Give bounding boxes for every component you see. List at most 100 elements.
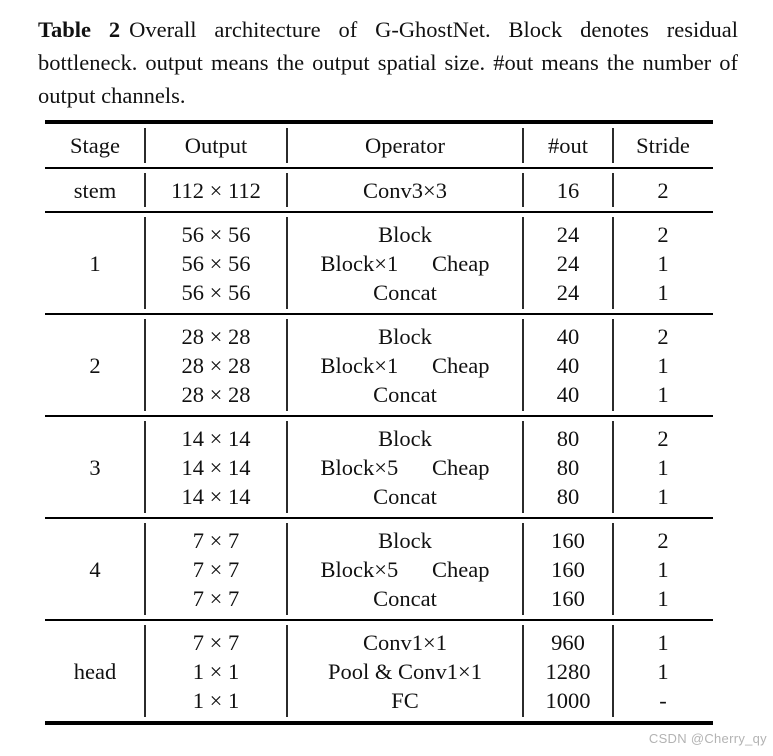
cell-output: 14 × 14	[181, 454, 251, 480]
column-divider	[522, 625, 524, 717]
column-divider	[286, 217, 288, 309]
column-divider	[612, 173, 614, 207]
table-group-head: head 7 × 7 Conv1×1 960 1 1 × 1 Pool & Conv1×1 1…	[45, 619, 713, 721]
cell-out: 24	[556, 250, 580, 276]
cell-output: 56 × 56	[181, 279, 251, 305]
table-group-4: 4 7 × 7 Block 160 2 7 × 7 Block×5 Cheap 160 1 7 ×…	[45, 517, 713, 619]
cell-out: 960	[551, 629, 585, 655]
cell-operator: Concat	[373, 279, 437, 305]
column-divider	[522, 523, 524, 615]
cell-operator: Concat	[373, 381, 437, 407]
caption-label: Table 2	[38, 17, 121, 42]
stage-label: stem	[73, 177, 117, 203]
cell-stride: 1	[657, 658, 669, 684]
cell-output: 7 × 7	[192, 556, 240, 582]
table-header-row: Stage Output Operator #out Stride	[45, 124, 713, 167]
column-divider	[144, 319, 146, 411]
column-divider	[286, 421, 288, 513]
cell-operator: Block	[378, 425, 432, 451]
cell-stride: -	[659, 687, 667, 713]
column-divider	[144, 523, 146, 615]
cell-output: 14 × 14	[181, 425, 251, 451]
column-header-operator: Operator	[365, 133, 445, 158]
table-group-3: 3 14 × 14 Block 80 2 14 × 14 Block×5 Cheap 80 1 1…	[45, 415, 713, 517]
cell-stride: 1	[657, 352, 669, 378]
cell-stride: 2	[657, 177, 669, 203]
column-divider	[522, 217, 524, 309]
cell-output: 28 × 28	[181, 323, 251, 349]
cell-operator: Conv1×1	[363, 629, 447, 655]
cell-out: 160	[551, 527, 585, 553]
cell-out: 24	[556, 279, 580, 305]
cell-operator: Conv3×3	[363, 177, 447, 203]
architecture-table: Stage Output Operator #out Stride stem 11…	[45, 120, 713, 725]
stage-label: 3	[89, 454, 101, 480]
cell-stride: 1	[657, 556, 669, 582]
cell-stride: 1	[657, 381, 669, 407]
table-group-stem: stem 112 × 112 Conv3×3 16 2	[45, 167, 713, 211]
cell-out: 160	[551, 556, 585, 582]
column-divider	[144, 625, 146, 717]
column-divider	[612, 523, 614, 615]
cell-out: 24	[556, 221, 580, 247]
column-divider	[522, 128, 524, 163]
cell-out: 1280	[545, 658, 591, 684]
stage-label: head	[73, 658, 117, 684]
caption-text: Overall architecture of G-GhostNet. Bloc…	[38, 17, 738, 108]
cell-out: 40	[556, 381, 580, 407]
column-header-output: Output	[184, 133, 248, 158]
cell-output: 56 × 56	[181, 250, 251, 276]
cell-operator: Block×1 Cheap	[320, 352, 490, 378]
column-divider	[612, 217, 614, 309]
cell-output: 14 × 14	[181, 483, 251, 509]
table-caption: Table 2 Overall architecture of G-GhostNe…	[38, 13, 738, 112]
cell-output: 1 × 1	[192, 687, 240, 713]
stage-label: 1	[89, 250, 101, 276]
cell-output: 28 × 28	[181, 352, 251, 378]
cell-stride: 1	[657, 483, 669, 509]
cell-output: 7 × 7	[192, 585, 240, 611]
column-divider	[612, 319, 614, 411]
cell-stride: 2	[657, 425, 669, 451]
column-divider	[144, 217, 146, 309]
cell-operator: Concat	[373, 585, 437, 611]
column-divider	[286, 128, 288, 163]
column-divider	[286, 173, 288, 207]
cell-out: 80	[556, 425, 580, 451]
cell-operator: Block	[378, 323, 432, 349]
cell-stride: 2	[657, 323, 669, 349]
column-header-out: #out	[547, 133, 588, 158]
cell-output: 7 × 7	[192, 527, 240, 553]
cell-out: 16	[556, 177, 580, 203]
column-divider	[286, 523, 288, 615]
cell-output: 56 × 56	[181, 221, 251, 247]
cell-operator: Block×5 Cheap	[320, 454, 490, 480]
cell-out: 40	[556, 352, 580, 378]
cell-stride: 2	[657, 221, 669, 247]
table-group-2: 2 28 × 28 Block 40 2 28 × 28 Block×1 Cheap 40 1 2…	[45, 313, 713, 415]
cell-output: 1 × 1	[192, 658, 240, 684]
watermark: CSDN @Cherry_qy	[648, 731, 767, 746]
cell-output: 7 × 7	[192, 629, 240, 655]
cell-output: 28 × 28	[181, 381, 251, 407]
cell-operator: Block	[378, 221, 432, 247]
cell-out: 80	[556, 454, 580, 480]
cell-out: 40	[556, 323, 580, 349]
stage-label: 2	[89, 352, 101, 378]
table-group-1: 1 56 × 56 Block 24 2 56 × 56 Block×1 Cheap 24 1 5…	[45, 211, 713, 313]
column-divider	[522, 319, 524, 411]
column-header-stage: Stage	[70, 133, 120, 158]
cell-operator: FC	[391, 687, 419, 713]
column-divider	[286, 625, 288, 717]
cell-stride: 1	[657, 629, 669, 655]
column-divider	[522, 421, 524, 513]
stage-label: 4	[89, 556, 101, 582]
column-divider	[286, 319, 288, 411]
cell-stride: 1	[657, 454, 669, 480]
column-divider	[522, 173, 524, 207]
cell-output: 112 × 112	[171, 177, 261, 203]
column-header-stride: Stride	[636, 133, 690, 158]
cell-out: 160	[551, 585, 585, 611]
column-divider	[144, 173, 146, 207]
cell-out: 1000	[545, 687, 591, 713]
